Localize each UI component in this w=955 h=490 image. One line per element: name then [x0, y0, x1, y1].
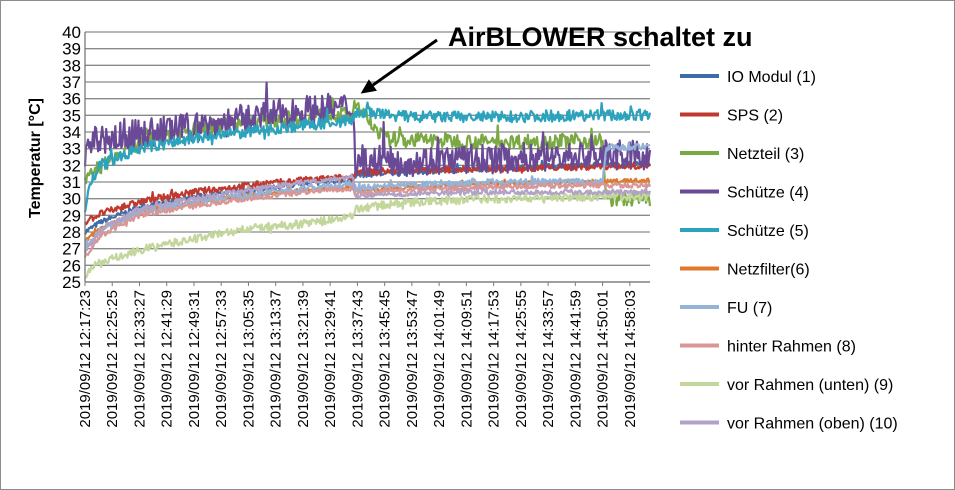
y-tick-label: 40 — [62, 23, 81, 42]
y-tick-label: 35 — [62, 106, 81, 125]
legend-label: Netzteil (3) — [727, 146, 804, 163]
y-tick-label: 31 — [62, 173, 81, 192]
y-tick-label: 25 — [62, 273, 81, 292]
series-line-sch-tze-4 — [83, 81, 652, 178]
x-tick-label: 2019/09/12 12:25:25 — [104, 290, 121, 428]
y-tick-label: 37 — [62, 73, 81, 92]
x-tick-label: 2019/09/12 13:21:39 — [295, 290, 312, 428]
x-tick-label: 2019/09/12 14:58:03 — [622, 290, 639, 428]
y-tick-label: 30 — [62, 190, 81, 209]
legend-label: FU (7) — [727, 300, 772, 317]
legend-label: SPS (2) — [727, 108, 783, 125]
y-tick-label: 32 — [62, 156, 81, 175]
y-tick-label: 38 — [62, 56, 81, 75]
x-tick-label: 2019/09/12 13:05:35 — [240, 290, 257, 428]
legend-label: hinter Rahmen (8) — [727, 339, 856, 356]
x-tick-label: 2019/09/12 14:41:59 — [567, 290, 584, 428]
x-tick-label: 2019/09/12 12:57:33 — [213, 290, 230, 428]
x-tick-label: 2019/09/12 13:53:47 — [404, 290, 421, 428]
legend-label: Schütze (5) — [727, 223, 809, 240]
x-tick-label: 2019/09/12 12:17:23 — [77, 290, 94, 428]
x-tick-label: 2019/09/12 13:37:43 — [349, 290, 366, 428]
legend-label: IO Modul (1) — [727, 69, 816, 86]
x-tick-label: 2019/09/12 12:41:29 — [159, 290, 176, 428]
x-tick-label: 2019/09/12 14:17:53 — [486, 290, 503, 428]
x-tick-label: 2019/09/12 12:49:31 — [186, 290, 203, 428]
x-tick-label: 2019/09/12 13:13:37 — [268, 290, 285, 428]
y-tick-label: 39 — [62, 40, 81, 59]
x-tick-label: 2019/09/12 14:33:57 — [540, 290, 557, 428]
series-lines — [83, 81, 652, 280]
y-tick-label: 36 — [62, 90, 81, 109]
legend-label: Netzfilter(6) — [727, 262, 810, 279]
y-tick-label: 33 — [62, 140, 81, 159]
annotation-arrow — [372, 38, 438, 87]
x-tick-label: 2019/09/12 13:29:41 — [322, 290, 339, 428]
series-line-vor-rahmen-oben-10 — [83, 173, 652, 254]
y-tick-label: 34 — [62, 123, 81, 142]
y-tick-label: 27 — [62, 240, 81, 259]
x-tick-label: 2019/09/12 14:01:49 — [431, 290, 448, 428]
y-tick-label: 28 — [62, 223, 81, 242]
series-line-vor-rahmen-unten-9 — [84, 189, 651, 280]
x-tick-label: 2019/09/12 14:09:51 — [458, 290, 475, 428]
x-tick-label: 2019/09/12 14:50:01 — [595, 290, 612, 428]
y-tick-label: 26 — [62, 256, 81, 275]
series-line-sch-tze-5 — [83, 101, 652, 213]
y-axis-label: Temperatur [°C] — [27, 98, 44, 218]
legend-label: Schütze (4) — [727, 185, 809, 202]
legend-label: vor Rahmen (unten) (9) — [727, 377, 893, 394]
y-tick-label: 29 — [62, 206, 81, 225]
annotation-group: AirBLOWER schaltet zu — [360, 22, 753, 94]
annotation-text: AirBLOWER schaltet zu — [448, 22, 753, 52]
legend: IO Modul (1) SPS (2) Netzteil (3) Schütze (… — [680, 69, 898, 433]
x-tick-label: 2019/09/12 13:45:45 — [377, 290, 394, 428]
series-line-sps-2 — [84, 158, 651, 226]
annotation-arrow-head — [360, 79, 377, 94]
legend-label: vor Rahmen (oben) (10) — [727, 416, 898, 433]
x-tick-label: 2019/09/12 12:33:27 — [131, 290, 148, 428]
x-tick-label: 2019/09/12 14:25:55 — [513, 290, 530, 428]
